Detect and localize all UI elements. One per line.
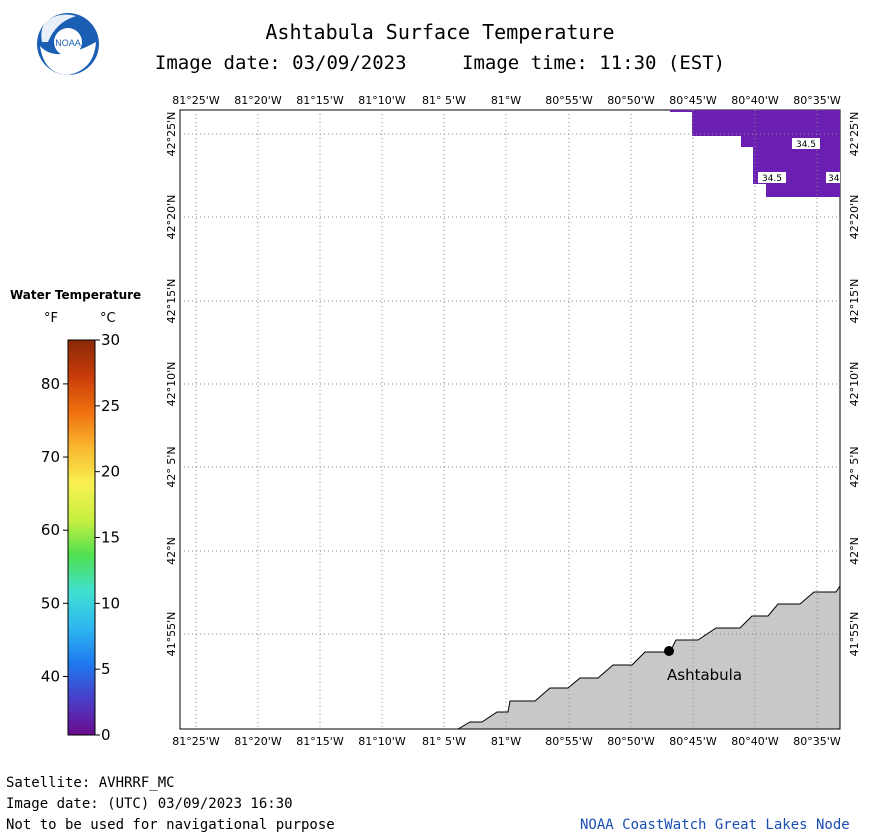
city-label: Ashtabula (667, 666, 742, 684)
temp-label-2: 34.5 (758, 172, 786, 184)
lat-label-right: 42°10'N (848, 362, 861, 407)
latitude-labels-right: 42°25'N 42°20'N 42°15'N 42°10'N 42° 5'N 42°N 4… (848, 112, 861, 657)
lon-label-bottom: 80°35'W (793, 735, 841, 748)
lat-label-right: 42°15'N (848, 279, 861, 324)
lon-label-top: 80°35'W (793, 94, 841, 107)
utc-date: Image date: (UTC) 03/09/2023 16:30 (6, 796, 293, 812)
lon-label-top: 81°25'W (172, 94, 220, 107)
image-date: Image date: 03/09/2023 (154, 52, 407, 74)
lon-label-top: 80°45'W (669, 94, 717, 107)
lat-label-left: 42°10'N (165, 362, 178, 407)
lon-label-top: 81°10'W (358, 94, 406, 107)
lon-label-top: 81°W (491, 94, 521, 107)
city-marker (664, 646, 674, 656)
lon-label-top: 81° 5'W (422, 94, 466, 107)
lon-label-bottom: 81° 5'W (422, 735, 466, 748)
lon-label-top: 80°50'W (607, 94, 655, 107)
lat-label-left: 42°15'N (165, 279, 178, 324)
lon-label-top: 81°15'W (296, 94, 344, 107)
longitude-labels-bottom: 81°25'W 81°20'W 81°15'W 81°10'W 81° 5'W 81°W 8… (172, 735, 841, 748)
temp-label-1: 34.5 (792, 138, 820, 150)
lon-label-top: 81°20'W (234, 94, 282, 107)
lon-label-bottom: 80°45'W (669, 735, 717, 748)
lon-label-bottom: 80°40'W (731, 735, 779, 748)
credit-link[interactable]: NOAA CoastWatch Great Lakes Node (580, 817, 850, 833)
lat-label-right: 42°20'N (848, 195, 861, 240)
latitude-labels-left: 42°25'N 42°20'N 42°15'N 42°10'N 42° 5'N 42°N 4… (165, 112, 178, 657)
svg-text:34: 34 (828, 174, 840, 184)
lon-label-bottom: 81°10'W (358, 735, 406, 748)
lon-label-bottom: 81°25'W (172, 735, 220, 748)
lon-label-top: 80°40'W (731, 94, 779, 107)
image-time: Image time: 11:30 (EST) (462, 52, 726, 74)
map-frame (179, 109, 841, 730)
lon-label-bottom: 80°55'W (545, 735, 593, 748)
lat-label-right: 42° 5'N (848, 446, 861, 487)
lat-label-right: 42°25'N (848, 112, 861, 157)
lat-label-right: 42°N (848, 537, 861, 565)
legend-title: Water Temperature (10, 288, 142, 302)
lat-label-right: 41°55'N (848, 612, 861, 657)
lon-label-bottom: 81°15'W (296, 735, 344, 748)
page-title: Ashtabula Surface Temperature (265, 20, 615, 44)
longitude-labels-top: 81°25'W 81°20'W 81°15'W 81°10'W 81° 5'W 81°W 8… (172, 94, 841, 107)
lat-label-left: 42°20'N (165, 195, 178, 240)
legend-unit-f: °F (44, 311, 58, 326)
legend-unit-c: °C (100, 311, 116, 326)
temp-label-3: 34 (826, 172, 840, 184)
lon-label-bottom: 81°W (491, 735, 521, 748)
svg-text:34.5: 34.5 (796, 140, 816, 150)
disclaimer: Not to be used for navigational purpose (6, 817, 335, 833)
lon-label-top: 80°55'W (545, 94, 593, 107)
svg-text:34.5: 34.5 (762, 174, 782, 184)
water-area (179, 109, 841, 730)
cold-water-region (670, 110, 840, 197)
lat-label-left: 41°55'N (165, 612, 178, 657)
lat-label-left: 42°N (165, 537, 178, 565)
satellite-info: Satellite: AVHRRF_MC (6, 775, 175, 791)
lon-label-bottom: 81°20'W (234, 735, 282, 748)
svg-text:NOAA: NOAA (55, 38, 81, 48)
lon-label-bottom: 80°50'W (607, 735, 655, 748)
noaa-logo: NOAA (37, 13, 99, 75)
image-datetime: Image date: 03/09/2023 Image time: 11:30… (0, 52, 880, 74)
lat-label-left: 42°25'N (165, 112, 178, 157)
lat-label-left: 42° 5'N (165, 446, 178, 487)
